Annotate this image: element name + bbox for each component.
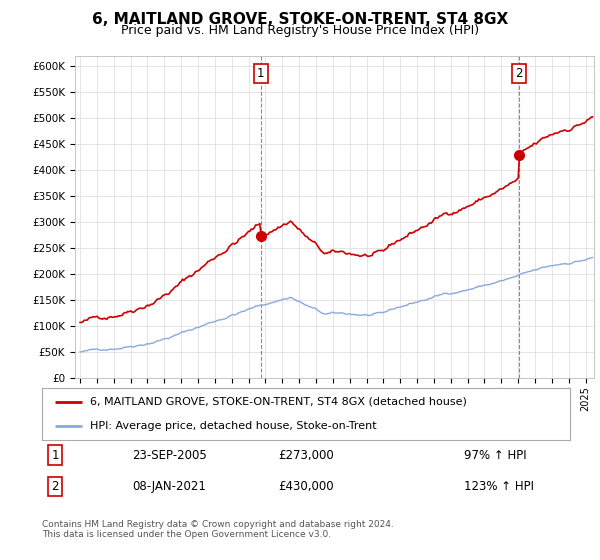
Text: 97% ↑ HPI: 97% ↑ HPI	[464, 449, 527, 462]
Text: HPI: Average price, detached house, Stoke-on-Trent: HPI: Average price, detached house, Stok…	[89, 421, 376, 431]
Text: 6, MAITLAND GROVE, STOKE-ON-TRENT, ST4 8GX: 6, MAITLAND GROVE, STOKE-ON-TRENT, ST4 8…	[92, 12, 508, 27]
Text: 1: 1	[257, 67, 265, 80]
Text: £273,000: £273,000	[278, 449, 334, 462]
Text: 2: 2	[515, 67, 523, 80]
Text: 1: 1	[52, 449, 59, 462]
Text: 6, MAITLAND GROVE, STOKE-ON-TRENT, ST4 8GX (detached house): 6, MAITLAND GROVE, STOKE-ON-TRENT, ST4 8…	[89, 396, 466, 407]
Text: Contains HM Land Registry data © Crown copyright and database right 2024.
This d: Contains HM Land Registry data © Crown c…	[42, 520, 394, 539]
Text: 123% ↑ HPI: 123% ↑ HPI	[464, 480, 535, 493]
Text: 08-JAN-2021: 08-JAN-2021	[132, 480, 206, 493]
Text: 2: 2	[52, 480, 59, 493]
Text: £430,000: £430,000	[278, 480, 334, 493]
Text: 23-SEP-2005: 23-SEP-2005	[132, 449, 206, 462]
Text: Price paid vs. HM Land Registry's House Price Index (HPI): Price paid vs. HM Land Registry's House …	[121, 24, 479, 36]
